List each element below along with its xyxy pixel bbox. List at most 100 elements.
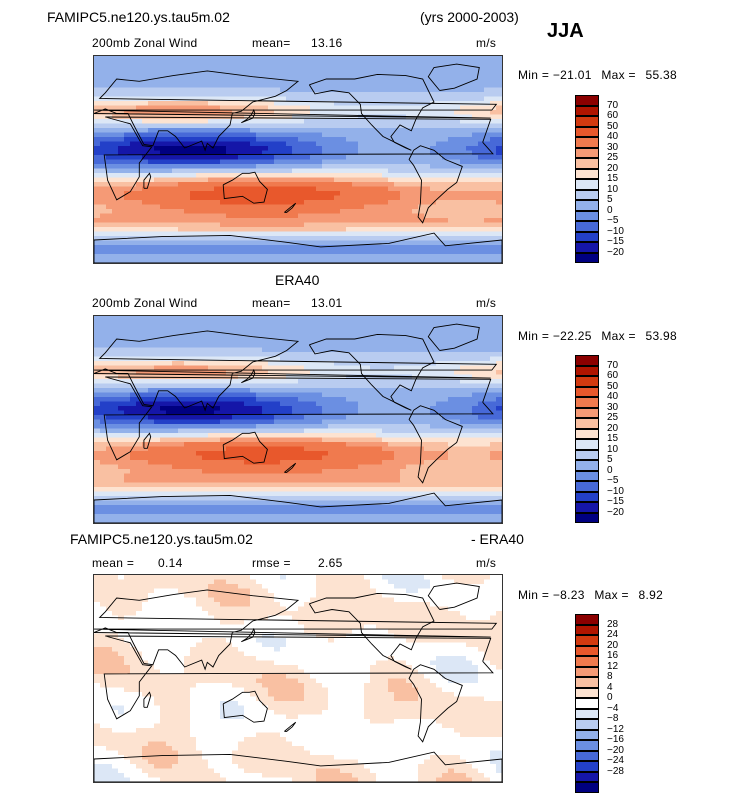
- heatmap-cell: [418, 200, 425, 205]
- heatmap-cell: [334, 218, 341, 223]
- heatmap-cell: [376, 97, 383, 102]
- heatmap-cell: [196, 115, 203, 120]
- heatmap-cell: [406, 348, 413, 353]
- heatmap-cell: [178, 178, 185, 183]
- heatmap-cell: [424, 227, 431, 232]
- heatmap-cell: [478, 250, 485, 255]
- heatmap-cell: [94, 56, 101, 61]
- heatmap-cell: [214, 420, 221, 425]
- heatmap-cell: [346, 370, 353, 375]
- heatmap-cell: [478, 384, 485, 389]
- heatmap-cell: [286, 227, 293, 232]
- heatmap-cell: [184, 227, 191, 232]
- heatmap-cell: [448, 330, 455, 335]
- heatmap-cell: [448, 415, 455, 420]
- heatmap-cell: [286, 393, 293, 398]
- heatmap-cell: [172, 316, 179, 321]
- heatmap-cell: [364, 146, 371, 151]
- heatmap-cell: [424, 169, 431, 174]
- heatmap-cell: [322, 223, 329, 228]
- heatmap-cell: [136, 74, 143, 79]
- heatmap-cell: [94, 361, 101, 366]
- heatmap-cell: [292, 236, 299, 241]
- heatmap-cell: [496, 334, 502, 339]
- heatmap-cell: [256, 137, 263, 142]
- heatmap-cell: [124, 343, 131, 348]
- heatmap-cell: [154, 196, 161, 201]
- heatmap-cell: [472, 259, 479, 264]
- heatmap-cell: [322, 142, 329, 147]
- panel1-min-label: Min =: [518, 68, 549, 82]
- heatmap-cell: [484, 178, 491, 183]
- heatmap-cell: [112, 429, 119, 434]
- heatmap-cell: [220, 259, 227, 264]
- heatmap-cell: [178, 339, 185, 344]
- heatmap-cell: [436, 352, 443, 357]
- heatmap-cell: [406, 402, 413, 407]
- heatmap-cell: [232, 124, 239, 129]
- heatmap-cell: [256, 330, 263, 335]
- heatmap-cell: [94, 151, 101, 156]
- heatmap-cell: [112, 214, 119, 219]
- heatmap-cell: [160, 164, 167, 169]
- heatmap-cell: [484, 88, 491, 93]
- heatmap-cell: [172, 352, 179, 357]
- heatmap-cell: [190, 128, 197, 133]
- heatmap-cell: [496, 101, 502, 106]
- heatmap-cell: [448, 388, 455, 393]
- heatmap-cell: [214, 205, 221, 210]
- heatmap-cell: [322, 169, 329, 174]
- heatmap-cell: [478, 343, 485, 348]
- heatmap-cell: [256, 348, 263, 353]
- heatmap-cell: [484, 316, 491, 321]
- heatmap-cell: [364, 254, 371, 259]
- heatmap-cell: [448, 402, 455, 407]
- heatmap-cell: [154, 88, 161, 93]
- heatmap-cell: [430, 316, 437, 321]
- heatmap-cell: [340, 259, 347, 264]
- heatmap-cell: [136, 250, 143, 255]
- heatmap-cell: [316, 97, 323, 102]
- heatmap-cell: [484, 232, 491, 237]
- heatmap-cell: [112, 133, 119, 138]
- heatmap-cell: [364, 173, 371, 178]
- heatmap-cell: [418, 316, 425, 321]
- heatmap-cell: [190, 397, 197, 402]
- heatmap-cell: [286, 375, 293, 380]
- heatmap-cell: [346, 343, 353, 348]
- heatmap-cell: [310, 209, 317, 214]
- heatmap-cell: [160, 420, 167, 425]
- heatmap-cell: [340, 128, 347, 133]
- heatmap-cell: [412, 196, 419, 201]
- heatmap-cell: [382, 223, 389, 228]
- heatmap-cell: [118, 433, 125, 438]
- heatmap-cell: [352, 173, 359, 178]
- heatmap-cell: [430, 142, 437, 147]
- heatmap-cell: [100, 397, 107, 402]
- heatmap-cell: [448, 196, 455, 201]
- heatmap-cell: [280, 236, 287, 241]
- heatmap-cell: [274, 250, 281, 255]
- heatmap-cell: [160, 259, 167, 264]
- heatmap-cell: [274, 169, 281, 174]
- heatmap-cell: [478, 259, 485, 264]
- heatmap-cell: [466, 178, 473, 183]
- heatmap-cell: [490, 420, 497, 425]
- heatmap-cell: [400, 155, 407, 160]
- heatmap-cell: [460, 173, 467, 178]
- heatmap-cell: [112, 200, 119, 205]
- colorbar-tick-label: 40: [607, 131, 618, 142]
- heatmap-cell: [424, 142, 431, 147]
- heatmap-cell: [466, 173, 473, 178]
- heatmap-cell: [400, 415, 407, 420]
- heatmap-cell: [106, 379, 113, 384]
- heatmap-cell: [286, 65, 293, 70]
- heatmap-cell: [436, 205, 443, 210]
- heatmap-cell: [184, 182, 191, 187]
- heatmap-cell: [232, 214, 239, 219]
- heatmap-cell: [178, 164, 185, 169]
- heatmap-cell: [436, 142, 443, 147]
- heatmap-cell: [184, 415, 191, 420]
- heatmap-cell: [334, 259, 341, 264]
- heatmap-cell: [178, 424, 185, 429]
